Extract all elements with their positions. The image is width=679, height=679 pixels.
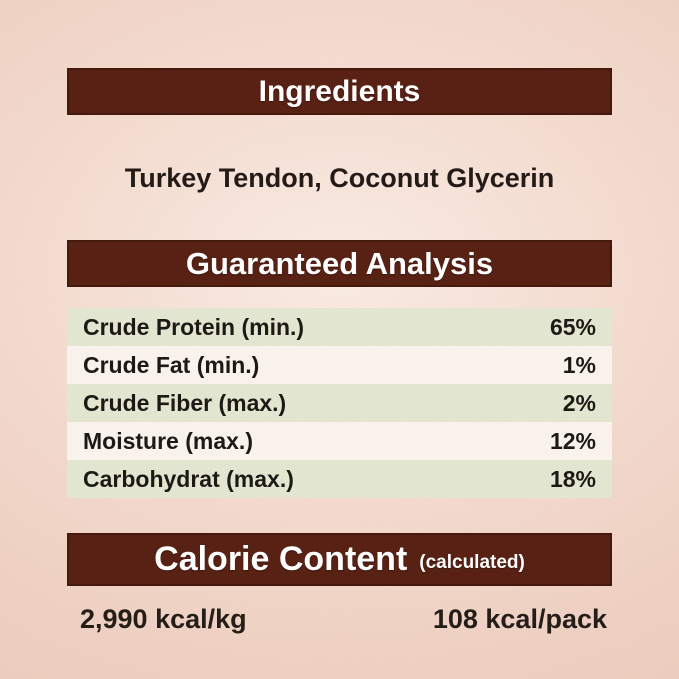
- nutrient-label: Crude Protein (min.): [83, 313, 305, 340]
- table-row-moisture: Moisture (max.) 12%: [67, 422, 612, 460]
- calorie-content-header-note: (calculated): [419, 551, 525, 573]
- nutrient-label: Crude Fat (min.): [83, 351, 260, 378]
- nutrient-label: Crude Fiber (max.): [83, 389, 287, 416]
- nutrient-value: 12%: [549, 427, 596, 454]
- nutrient-label: Carbohydrat (max.): [83, 465, 294, 492]
- calorie-content-header-bar: Calorie Content (calculated): [67, 533, 612, 586]
- table-row-carbohydrate: Carbohydrat (max.) 18%: [67, 460, 612, 498]
- nutrient-value: 1%: [562, 351, 596, 378]
- calorie-values-row: 2,990 kcal/kg 108 kcal/pack: [67, 603, 612, 635]
- calories-per-kg: 2,990 kcal/kg: [80, 604, 247, 634]
- ingredients-header-bar: Ingredients: [67, 68, 612, 115]
- calorie-content-header-title: Calorie Content: [154, 540, 408, 578]
- nutrient-value: 65%: [549, 313, 596, 340]
- calories-per-pack: 108 kcal/pack: [432, 604, 607, 634]
- table-row-crude-fat: Crude Fat (min.) 1%: [67, 346, 612, 384]
- table-row-crude-fiber: Crude Fiber (max.) 2%: [67, 384, 612, 422]
- nutrient-value: 18%: [549, 465, 596, 492]
- ingredients-header-title: Ingredients: [258, 74, 421, 108]
- nutrient-value: 2%: [562, 389, 596, 416]
- guaranteed-analysis-header-bar: Guaranteed Analysis: [67, 240, 612, 287]
- ingredients-list: Turkey Tendon, Coconut Glycerin: [124, 163, 555, 193]
- guaranteed-analysis-header-title: Guaranteed Analysis: [185, 245, 494, 281]
- guaranteed-analysis-table: Crude Protein (min.) 65% Crude Fat (min.…: [67, 308, 612, 498]
- nutrient-label: Moisture (max.): [83, 427, 253, 454]
- table-row-crude-protein: Crude Protein (min.) 65%: [67, 308, 612, 346]
